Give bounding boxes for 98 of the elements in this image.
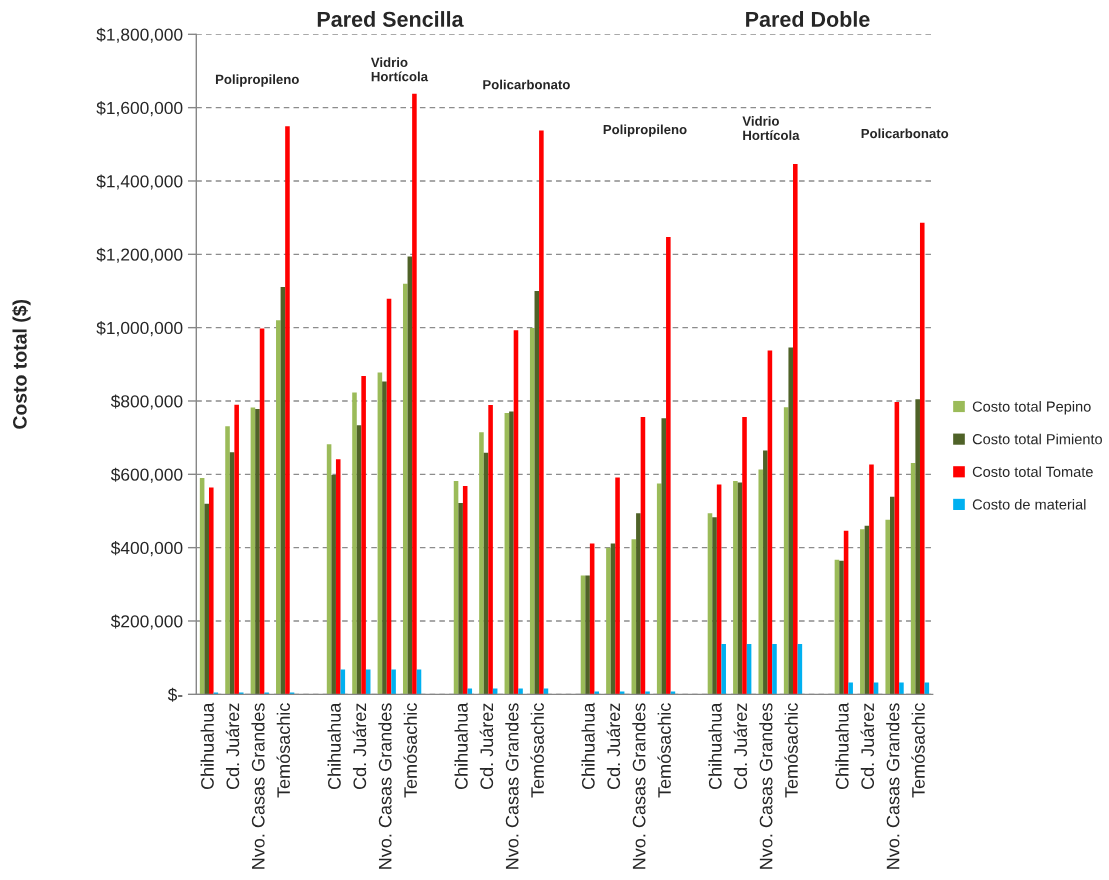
x-tick-label: Nvo. Casas Grandes — [759, 703, 773, 869]
bar — [479, 432, 484, 695]
y-tick-label: $1,200,000 — [96, 247, 183, 263]
y-tick-label: $200,000 — [110, 614, 183, 630]
x-tick-label: Temósachic — [403, 703, 417, 798]
bar — [331, 475, 336, 695]
legend-label: Costo de material — [972, 498, 1086, 510]
bar — [758, 469, 764, 695]
annotation: Polipropileno — [603, 124, 687, 137]
annotation: Policarbonato — [861, 128, 949, 139]
bar — [860, 529, 865, 695]
bar — [352, 392, 357, 695]
x-tick-label: Nvo. Casas Grandes — [251, 703, 265, 869]
bar — [225, 426, 230, 695]
x-tick-label: Chihuahua — [327, 702, 341, 790]
x-tick-label: Cd. Juárez — [352, 703, 367, 790]
x-tick-label: Chihuahua — [200, 702, 214, 790]
y-tick-label: $1,400,000 — [96, 174, 183, 190]
bar — [204, 503, 209, 695]
x-tick-label: Nvo. Casas Grandes — [632, 703, 646, 869]
bar — [899, 682, 904, 695]
bar — [606, 547, 611, 695]
bar — [509, 411, 514, 695]
bar — [666, 237, 671, 695]
bar — [594, 691, 600, 695]
x-tick-label: Temósachic — [276, 703, 291, 798]
x-tick-label: Cd. Juárez — [225, 703, 240, 790]
x-tick-label: Temósachic — [784, 703, 798, 798]
annotation: Vidrio Hortícola — [370, 57, 429, 82]
annotation: Polipropileno — [215, 74, 299, 87]
bar — [772, 644, 777, 695]
bar — [361, 376, 366, 695]
bar — [712, 517, 717, 695]
bar — [335, 459, 341, 695]
bar — [890, 496, 895, 695]
bar — [848, 682, 853, 695]
x-tick-label: Chihuahua — [708, 702, 722, 790]
bar — [742, 417, 747, 695]
bar — [208, 487, 214, 695]
x-tick-label: Temósachic — [530, 703, 544, 798]
bar — [670, 691, 676, 695]
bar — [412, 93, 417, 695]
annotation: Policarbonato — [483, 79, 570, 90]
bar — [661, 418, 667, 695]
bar — [793, 164, 798, 695]
bar — [619, 691, 625, 695]
bar — [763, 450, 768, 695]
bar — [645, 691, 650, 695]
x-tick-label: Temósachic — [911, 703, 925, 798]
y-tick-label: $1,000,000 — [96, 321, 183, 337]
bar — [733, 480, 738, 695]
bar — [234, 404, 239, 695]
legend-label: Costo total Pimiento — [972, 433, 1103, 445]
bar — [915, 399, 920, 695]
x-tick-label: Cd. Juárez — [860, 703, 875, 790]
bar — [919, 222, 925, 695]
x-tick-label: Cd. Juárez — [479, 703, 494, 790]
y-tick-label: $- — [167, 687, 183, 702]
bar — [488, 405, 493, 695]
bar — [518, 688, 523, 695]
legend-label: Costo total Tomate — [972, 466, 1093, 477]
annotation: Vidrio Hortícola — [742, 116, 800, 141]
bar — [391, 669, 396, 695]
bar — [721, 644, 726, 695]
y-tick-label: $800,000 — [110, 394, 183, 410]
bar — [529, 328, 535, 695]
bar — [839, 560, 844, 695]
y-tick-label: $400,000 — [110, 541, 183, 557]
bar — [285, 126, 290, 695]
bar — [869, 464, 874, 695]
bar — [458, 502, 463, 695]
bar — [788, 347, 794, 695]
text: Pared Doble — [746, 11, 870, 27]
bar — [382, 381, 387, 695]
bar — [636, 513, 641, 695]
bar — [539, 130, 544, 695]
bar — [885, 519, 891, 695]
y-tick-label: $600,000 — [110, 467, 183, 483]
y-tick-label: $1,800,000 — [96, 27, 183, 43]
x-tick-label: Chihuahua — [835, 702, 849, 790]
y-axis-title: Costo total ($) — [12, 299, 31, 429]
y-tick-label: $1,600,000 — [96, 101, 183, 117]
x-tick-label: Cd. Juárez — [606, 703, 621, 790]
bar — [615, 477, 620, 695]
bar — [276, 320, 281, 695]
x-tick-label: Nvo. Casas Grandes — [378, 703, 392, 869]
x-tick-label: Nvo. Casas Grandes — [505, 703, 519, 869]
x-tick-label: Chihuahua — [454, 702, 468, 790]
x-tick-label: Temósachic — [657, 703, 671, 798]
x-tick-label: Nvo. Casas Grandes — [886, 703, 900, 869]
x-tick-label: Cd. Juárez — [733, 703, 748, 790]
x-tick-label: Chihuahua — [581, 702, 595, 790]
bar — [255, 409, 260, 695]
legend-label: Costo total Pepino — [972, 401, 1091, 415]
bar — [585, 575, 590, 695]
bar — [467, 688, 473, 695]
bar — [402, 283, 408, 695]
text: Pared Sencilla — [317, 11, 464, 27]
